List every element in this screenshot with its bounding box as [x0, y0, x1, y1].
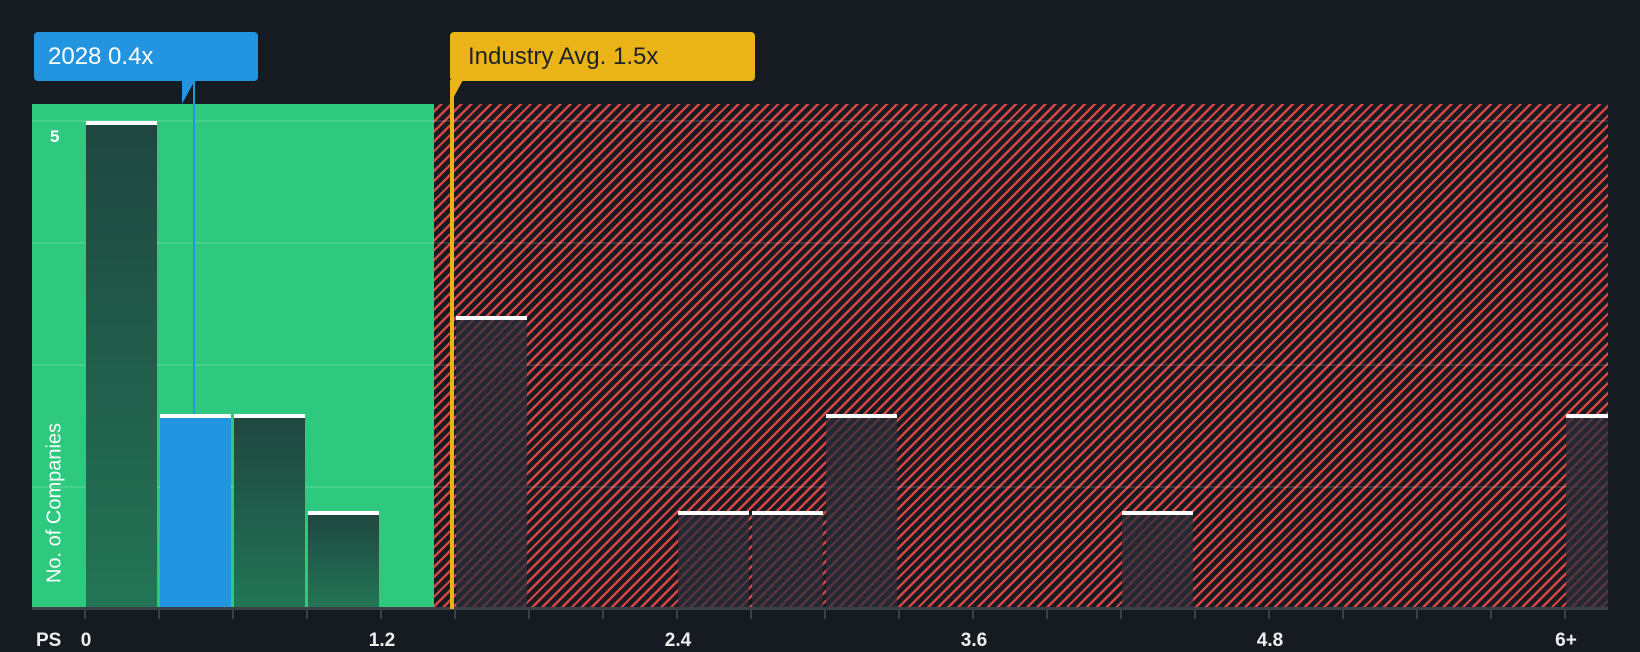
histogram-bar: [826, 413, 897, 609]
bar-cap: [456, 316, 527, 321]
company-value-tooltip: 2028 0.4x: [34, 32, 258, 81]
histogram-bar: [752, 511, 823, 609]
x-axis-tick-label: 0: [80, 630, 92, 651]
bar-cap: [826, 413, 897, 418]
bar-cap: [86, 121, 157, 125]
histogram-bar: [1122, 511, 1193, 609]
bar-cap: [678, 511, 749, 516]
x-axis-tick: [232, 609, 234, 619]
x-axis-tick: [1046, 609, 1048, 619]
x-axis-tick: [1342, 609, 1344, 619]
histogram-bar: [234, 413, 305, 609]
x-axis-tick: [898, 609, 900, 619]
histogram-bar: [678, 511, 749, 609]
company-marker-line: [193, 81, 195, 414]
x-axis-tick: [84, 609, 86, 619]
x-axis-tick: [602, 609, 604, 619]
y-axis-title: No. of Companies: [43, 422, 66, 584]
histogram-bar: [1566, 413, 1608, 609]
x-axis-tick: [972, 609, 974, 619]
x-axis-tick: [676, 609, 678, 619]
x-axis-tick: [380, 609, 382, 619]
gridline: [32, 120, 1608, 122]
x-axis-tick: [528, 609, 530, 619]
x-axis-tick: [158, 609, 160, 619]
industry-average-marker-line: [450, 81, 454, 609]
overvalued-zone: [434, 104, 1608, 609]
x-axis-tick: [750, 609, 752, 619]
gridline: [32, 486, 1608, 488]
x-axis-tick: [824, 609, 826, 619]
x-axis-title: PS: [36, 630, 62, 651]
histogram-bar: [308, 511, 379, 609]
bar-cap: [160, 413, 231, 418]
x-axis-line: [32, 607, 1608, 610]
bar-cap: [1122, 511, 1193, 516]
industry-tooltip-pointer: [450, 80, 463, 104]
x-axis-tick-label: 6+: [1555, 630, 1577, 651]
company-tooltip-pointer: [182, 80, 195, 104]
histogram-bar: [456, 316, 527, 609]
x-axis-tick: [1268, 609, 1270, 619]
x-axis-tick: [1564, 609, 1566, 619]
histogram-bar: [86, 121, 157, 609]
industry-average-tooltip: Industry Avg. 1.5x: [450, 32, 755, 81]
x-axis-tick: [454, 609, 456, 619]
bar-cap: [308, 511, 379, 516]
bar-cap: [752, 511, 823, 516]
x-axis-tick-label: 1.2: [368, 630, 396, 651]
histogram-bar: [160, 413, 231, 609]
x-axis-tick: [1194, 609, 1196, 619]
x-axis-tick: [1120, 609, 1122, 619]
x-axis-tick: [1490, 609, 1492, 619]
x-axis-tick-label: 4.8: [1256, 630, 1284, 651]
bar-cap: [234, 413, 305, 418]
gridline: [32, 364, 1608, 366]
gridline: [32, 242, 1608, 244]
bar-cap: [1566, 413, 1608, 418]
x-axis-tick: [306, 609, 308, 619]
y-axis-tick-label: 5: [50, 127, 60, 146]
x-axis-tick: [1416, 609, 1418, 619]
x-axis-tick-label: 2.4: [664, 630, 692, 651]
x-axis-tick-label: 3.6: [960, 630, 988, 651]
